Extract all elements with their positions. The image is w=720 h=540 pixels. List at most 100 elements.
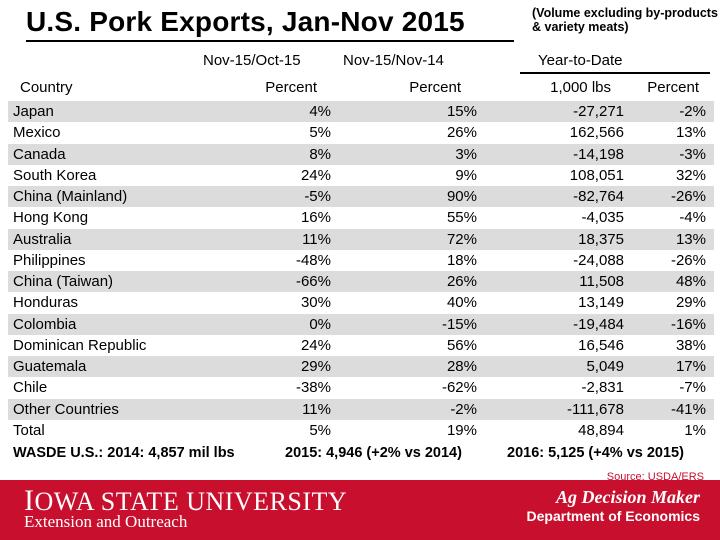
country-cell: Hong Kong xyxy=(13,209,89,227)
table-row: Dominican Republic 24% 56% 16,546 38% xyxy=(8,335,714,356)
extension-label: Extension and Outreach xyxy=(24,512,188,531)
header-ytd: Year-to-Date xyxy=(538,52,623,69)
ytd-volume-cell: 162,566 xyxy=(569,124,624,142)
yoy-percent-cell: 56% xyxy=(446,336,477,354)
header-unit-ytd-percent: Percent xyxy=(647,79,699,96)
table-row: Guatemala 29% 28% 5,049 17% xyxy=(8,356,714,378)
country-cell: Other Countries xyxy=(13,400,119,418)
table-row: Philippines -48% 18% -24,088 -26% xyxy=(8,250,714,271)
ytd-percent-cell: 32% xyxy=(675,166,706,184)
ytd-percent-cell: 13% xyxy=(675,124,706,142)
ytd-percent-cell: -16% xyxy=(670,315,706,333)
header-unit-mom: Percent xyxy=(265,79,317,96)
mom-percent-cell: 5% xyxy=(309,421,331,439)
ytd-volume-cell: -14,198 xyxy=(573,145,624,163)
country-cell: China (Taiwan) xyxy=(13,273,114,290)
mom-percent-cell: -38% xyxy=(295,379,331,397)
ytd-percent-cell: -3% xyxy=(679,145,706,163)
mom-percent-cell: 30% xyxy=(300,294,331,312)
country-cell: Guatemala xyxy=(13,358,87,375)
ytd-volume-cell: 16,546 xyxy=(578,336,624,354)
ytd-volume-cell: -82,764 xyxy=(573,188,624,205)
ytd-volume-cell: 108,051 xyxy=(569,166,624,184)
isu-logo-text: IOWA STATE UNIVERSITY xyxy=(24,484,348,517)
yoy-percent-cell: 18% xyxy=(446,251,477,269)
ytd-percent-cell: -41% xyxy=(670,400,706,418)
yoy-percent-cell: 3% xyxy=(455,145,477,163)
adm-logo-text: Ag Decision Maker xyxy=(556,487,700,507)
country-cell: Chile xyxy=(13,379,48,397)
mom-percent-cell: 29% xyxy=(300,358,331,375)
yoy-percent-cell: -2% xyxy=(450,400,477,418)
ytd-volume-cell: -2,831 xyxy=(581,379,624,397)
ytd-volume-cell: -24,088 xyxy=(573,251,624,269)
country-cell: Dominican Republic xyxy=(13,336,147,354)
ytd-percent-cell: -26% xyxy=(670,188,706,205)
mom-percent-cell: 5% xyxy=(309,124,331,142)
yoy-percent-cell: -15% xyxy=(441,315,477,333)
yoy-percent-cell: 40% xyxy=(446,294,477,312)
mom-percent-cell: 8% xyxy=(309,145,331,163)
ytd-percent-cell: -4% xyxy=(679,209,706,227)
country-cell: Canada xyxy=(13,145,66,163)
mom-percent-cell: 0% xyxy=(309,315,331,333)
country-cell: Australia xyxy=(13,230,72,248)
yoy-percent-cell: 55% xyxy=(446,209,477,227)
ytd-percent-cell: 29% xyxy=(675,294,706,312)
country-cell: Mexico xyxy=(13,124,61,142)
volume-note: (Volume excluding by-products & variety … xyxy=(532,6,718,34)
header-unit-yoy: Percent xyxy=(409,79,461,96)
ytd-percent-cell: 48% xyxy=(675,273,706,290)
country-cell: South Korea xyxy=(13,166,97,184)
ytd-percent-cell: 13% xyxy=(675,230,706,248)
mom-percent-cell: 4% xyxy=(309,103,331,120)
header-unit-ytd-volume: 1,000 lbs xyxy=(550,79,611,96)
ytd-volume-cell: 48,894 xyxy=(578,421,624,439)
table-row: Mexico 5% 26% 162,566 13% xyxy=(8,122,714,143)
country-cell: Total xyxy=(13,421,45,439)
table-row: Other Countries 11% -2% -111,678 -41% xyxy=(8,398,714,420)
footer-banner xyxy=(0,480,720,540)
country-cell: Honduras xyxy=(13,294,79,312)
country-cell: Japan xyxy=(13,103,54,120)
yoy-percent-cell: 15% xyxy=(446,103,477,120)
table-row: Hong Kong 16% 55% -4,035 -4% xyxy=(8,207,714,228)
ytd-percent-cell: 17% xyxy=(675,358,706,375)
ytd-volume-cell: -27,271 xyxy=(573,103,624,120)
ytd-volume-cell: 5,049 xyxy=(586,358,624,375)
table-row: Canada 8% 3% -14,198 -3% xyxy=(8,143,714,165)
footer-wasde: WASDE U.S.: 2014: 4,857 mil lbs xyxy=(13,445,235,461)
header-period-mom: Nov-15/Oct-15 xyxy=(203,52,301,69)
ytd-percent-cell: -26% xyxy=(670,251,706,269)
table-row: Japan 4% 15% -27,271 -2% xyxy=(8,101,714,123)
table-row: Total 5% 19% 48,894 1% xyxy=(8,420,714,441)
table-row: Australia 11% 72% 18,375 13% xyxy=(8,228,714,250)
ytd-volume-cell: -111,678 xyxy=(567,400,624,418)
mom-percent-cell: 24% xyxy=(300,336,331,354)
yoy-percent-cell: 72% xyxy=(446,230,477,248)
mom-percent-cell: -48% xyxy=(295,251,331,269)
ytd-volume-cell: -4,035 xyxy=(581,209,624,227)
mom-percent-cell: -5% xyxy=(304,188,331,205)
exports-table: Japan 4% 15% -27,271 -2% Mexico 5% 26% 162,566 13… xyxy=(8,101,714,441)
table-row: Colombia 0% -15% -19,484 -16% xyxy=(8,313,714,335)
yoy-percent-cell: -62% xyxy=(441,379,477,397)
footer-2015: 2015: 4,946 (+2% vs 2014) xyxy=(285,445,462,461)
country-cell: China (Mainland) xyxy=(13,188,128,205)
title-underline xyxy=(26,40,514,42)
ytd-percent-cell: 38% xyxy=(675,336,706,354)
page-title: U.S. Pork Exports, Jan-Nov 2015 xyxy=(26,6,465,37)
ytd-percent-cell: -2% xyxy=(679,103,706,120)
ytd-volume-cell: -19,484 xyxy=(573,315,624,333)
mom-percent-cell: -66% xyxy=(295,273,331,290)
mom-percent-cell: 24% xyxy=(300,166,331,184)
ytd-underline xyxy=(520,72,710,74)
ytd-volume-cell: 18,375 xyxy=(578,230,624,248)
ytd-volume-cell: 13,149 xyxy=(578,294,624,312)
ytd-percent-cell: 1% xyxy=(684,421,706,439)
yoy-percent-cell: 26% xyxy=(446,124,477,142)
yoy-percent-cell: 90% xyxy=(446,188,477,205)
yoy-percent-cell: 26% xyxy=(446,273,477,290)
header-country: Country xyxy=(20,79,73,96)
yoy-percent-cell: 9% xyxy=(455,166,477,184)
